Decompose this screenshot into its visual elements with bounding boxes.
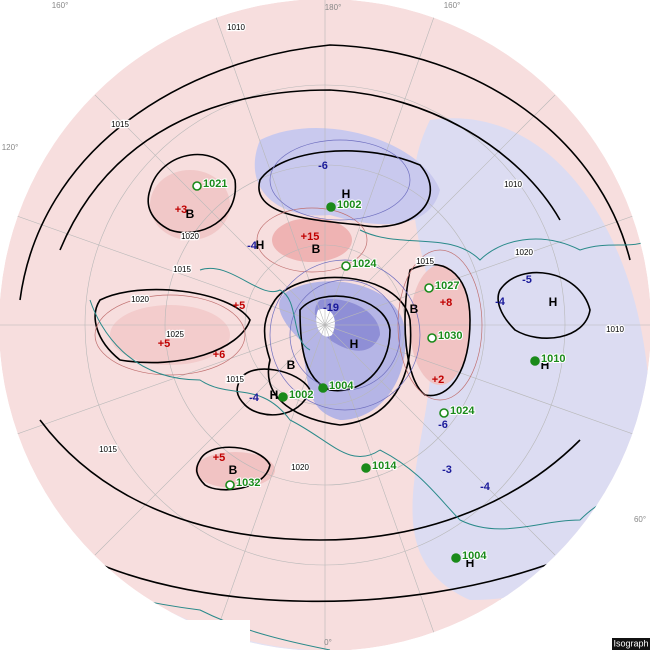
warm-area bbox=[110, 305, 230, 365]
isobar-label: 1020 bbox=[131, 295, 149, 304]
warm-area bbox=[150, 170, 230, 240]
center-pressure: 1010 bbox=[541, 353, 565, 365]
center-letter: В bbox=[312, 242, 321, 256]
meridian-label: 60° bbox=[634, 515, 646, 524]
center-letter: Н bbox=[256, 238, 265, 252]
anomaly-label: +8 bbox=[440, 297, 453, 309]
center-pressure: 1002 bbox=[289, 389, 313, 401]
high-marker bbox=[225, 480, 235, 490]
anomaly-contours bbox=[269, 139, 421, 411]
warm-area bbox=[272, 218, 352, 262]
center-letter: Н bbox=[270, 388, 279, 402]
isobar-label: 1015 bbox=[226, 375, 244, 384]
center-letter: Н bbox=[466, 556, 475, 570]
anomaly-label: -4 bbox=[249, 392, 260, 404]
anomaly-label: +6 bbox=[213, 349, 226, 361]
center-letter: В bbox=[287, 358, 296, 372]
center-pressure: 1030 bbox=[438, 330, 462, 342]
legend-box bbox=[0, 620, 250, 650]
cold-area bbox=[254, 128, 440, 225]
anomaly-contours bbox=[94, 207, 483, 401]
center-letter: Н bbox=[350, 337, 359, 351]
anomaly-label: -5 bbox=[522, 274, 532, 286]
meridian-label: 0° bbox=[324, 638, 332, 647]
anomaly-label: -6 bbox=[438, 419, 448, 431]
anomaly-label: +15 bbox=[301, 231, 320, 243]
isobar-label: 1010 bbox=[606, 325, 624, 334]
center-pressure: 1021 bbox=[203, 178, 227, 190]
center-letter: В bbox=[229, 463, 238, 477]
anomaly-label: -4 bbox=[247, 240, 258, 252]
high-marker bbox=[192, 181, 202, 191]
center-letter: Н bbox=[342, 187, 351, 201]
center-letter: Н bbox=[541, 358, 550, 372]
center-pressure: 1032 bbox=[236, 477, 260, 489]
meridian-label: 160° bbox=[52, 1, 69, 10]
anomaly-label: +5 bbox=[158, 338, 171, 350]
low-marker bbox=[361, 463, 371, 473]
high-marker bbox=[427, 333, 437, 343]
anomaly-label: +5 bbox=[233, 300, 246, 312]
warm-area bbox=[195, 452, 275, 488]
center-pressure: 1004 bbox=[329, 380, 354, 392]
low-marker bbox=[530, 356, 540, 366]
isobar-label: 1010 bbox=[227, 23, 245, 32]
isobar-label: 1015 bbox=[111, 120, 129, 129]
center-pressure: 1027 bbox=[435, 280, 459, 292]
low-marker bbox=[326, 202, 336, 212]
center-pressure: 1004 bbox=[462, 550, 487, 562]
center-letter: В bbox=[186, 207, 195, 221]
center-pressure: 1024 bbox=[450, 405, 475, 417]
isobar-label: 1015 bbox=[99, 445, 117, 454]
watermark: Isograph bbox=[613, 638, 648, 648]
meridian-label: 120° bbox=[2, 143, 19, 152]
isobar-label: 1015 bbox=[416, 257, 434, 266]
isobar-label: 1015 bbox=[173, 265, 191, 274]
isobar-label: 1010 bbox=[504, 180, 522, 189]
center-letter: Н bbox=[549, 295, 558, 309]
meridian-label: 160° bbox=[444, 1, 461, 10]
center-pressure: 1024 bbox=[352, 258, 377, 270]
high-marker bbox=[341, 261, 351, 271]
isobar-label: 1020 bbox=[291, 463, 309, 472]
low-marker bbox=[451, 553, 461, 563]
center-pressure: 1014 bbox=[372, 460, 397, 472]
high-marker bbox=[424, 283, 434, 293]
center-pressure: 1002 bbox=[337, 199, 361, 211]
anomaly-label: -6 bbox=[318, 160, 328, 172]
isobar-label: 1020 bbox=[515, 248, 533, 257]
watermark-box bbox=[612, 638, 650, 650]
center-letter: В bbox=[410, 302, 419, 316]
anomaly-label: -4 bbox=[480, 481, 491, 493]
anomaly-label: +5 bbox=[213, 452, 226, 464]
cold-area bbox=[279, 281, 406, 420]
low-marker bbox=[278, 392, 288, 402]
anomaly-label: +3 bbox=[175, 204, 188, 216]
low-marker bbox=[318, 383, 328, 393]
anomaly-label: -19 bbox=[323, 302, 339, 314]
isobar-label: 1020 bbox=[181, 232, 199, 241]
anomaly-label: -3 bbox=[442, 464, 452, 476]
isobar-label: 1025 bbox=[166, 330, 184, 339]
meridian-label: 180° bbox=[325, 3, 342, 12]
isobars bbox=[19, 44, 631, 603]
anomaly-label: +2 bbox=[432, 374, 445, 386]
high-marker bbox=[439, 408, 449, 418]
anomaly-label: -4 bbox=[495, 296, 506, 308]
